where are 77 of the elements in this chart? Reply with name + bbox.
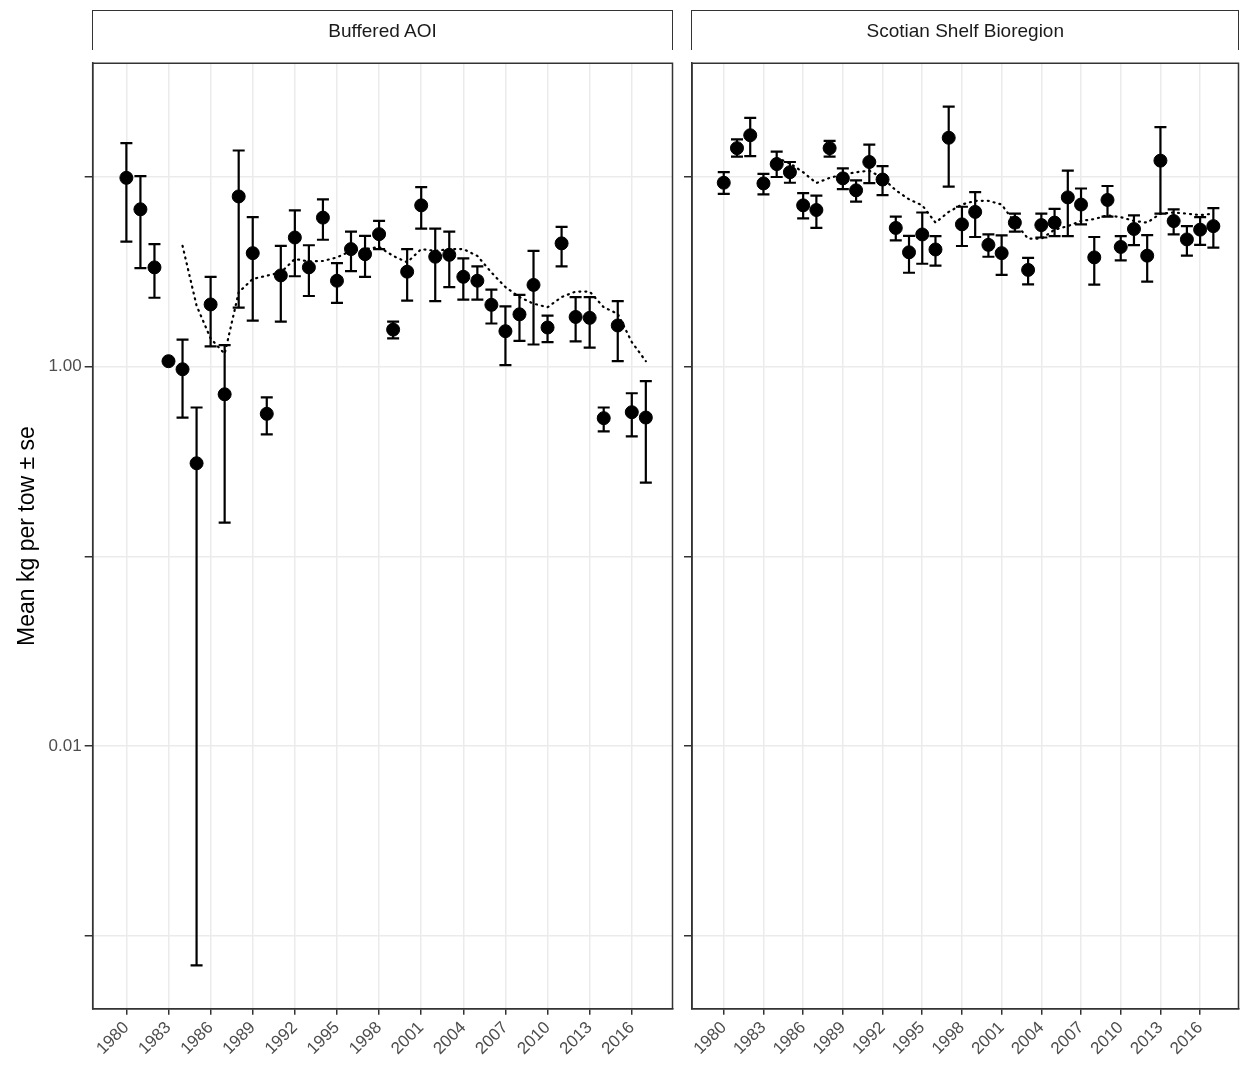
point bbox=[624, 405, 639, 420]
point bbox=[1034, 218, 1049, 233]
point bbox=[119, 170, 134, 185]
point bbox=[954, 217, 969, 232]
point bbox=[1179, 232, 1194, 247]
point bbox=[596, 411, 611, 426]
point bbox=[1166, 214, 1181, 229]
point bbox=[1047, 215, 1062, 230]
point bbox=[245, 246, 260, 261]
point bbox=[941, 130, 956, 145]
point bbox=[902, 245, 917, 260]
point bbox=[133, 202, 148, 217]
point bbox=[968, 204, 983, 219]
point bbox=[231, 189, 246, 204]
point bbox=[1193, 222, 1208, 237]
point bbox=[782, 165, 797, 180]
point bbox=[512, 307, 527, 322]
point bbox=[796, 198, 811, 213]
chart-title: Scotian Shelf Bioregion bbox=[691, 10, 1240, 50]
point bbox=[456, 269, 471, 284]
point bbox=[203, 297, 218, 312]
point bbox=[400, 264, 415, 279]
point bbox=[147, 260, 162, 275]
point bbox=[329, 273, 344, 288]
point bbox=[756, 176, 771, 191]
point bbox=[372, 227, 387, 242]
point bbox=[1060, 190, 1075, 205]
point bbox=[981, 237, 996, 252]
point bbox=[928, 242, 943, 257]
point bbox=[1100, 192, 1115, 207]
point bbox=[888, 220, 903, 235]
point bbox=[769, 157, 784, 172]
point bbox=[428, 249, 443, 264]
point bbox=[301, 260, 316, 275]
point bbox=[1113, 239, 1128, 254]
point bbox=[315, 210, 330, 225]
point bbox=[875, 172, 890, 187]
point bbox=[175, 362, 190, 377]
point bbox=[849, 183, 864, 198]
point bbox=[358, 247, 373, 262]
y-tick-label: 0.01 bbox=[48, 735, 82, 755]
point bbox=[1206, 219, 1221, 234]
point bbox=[1153, 153, 1168, 168]
point bbox=[1087, 250, 1102, 265]
point bbox=[189, 456, 204, 471]
point bbox=[540, 320, 555, 335]
point bbox=[638, 410, 653, 425]
point bbox=[414, 198, 429, 213]
point bbox=[287, 230, 302, 245]
point bbox=[217, 387, 232, 402]
y-axis-title: Mean kg per tow ± se bbox=[13, 426, 40, 646]
point bbox=[442, 247, 457, 262]
point bbox=[809, 203, 824, 218]
point bbox=[915, 227, 930, 242]
chart-title: Buffered AOI bbox=[91, 10, 674, 50]
point bbox=[526, 277, 541, 292]
point bbox=[161, 354, 176, 369]
point bbox=[994, 246, 1009, 261]
point bbox=[743, 128, 758, 143]
y-tick-label: 1.00 bbox=[48, 356, 82, 376]
point bbox=[862, 155, 877, 169]
point bbox=[582, 310, 597, 325]
point bbox=[1140, 248, 1155, 263]
point bbox=[835, 171, 850, 186]
point bbox=[554, 236, 569, 251]
point bbox=[568, 309, 583, 324]
point bbox=[344, 242, 359, 257]
point bbox=[716, 175, 731, 190]
point bbox=[610, 318, 625, 333]
point bbox=[1126, 222, 1141, 237]
point bbox=[470, 273, 485, 288]
point bbox=[1074, 197, 1089, 212]
point bbox=[498, 324, 513, 339]
point bbox=[273, 268, 288, 283]
point bbox=[259, 406, 274, 421]
point bbox=[484, 297, 499, 312]
point bbox=[1021, 262, 1036, 277]
